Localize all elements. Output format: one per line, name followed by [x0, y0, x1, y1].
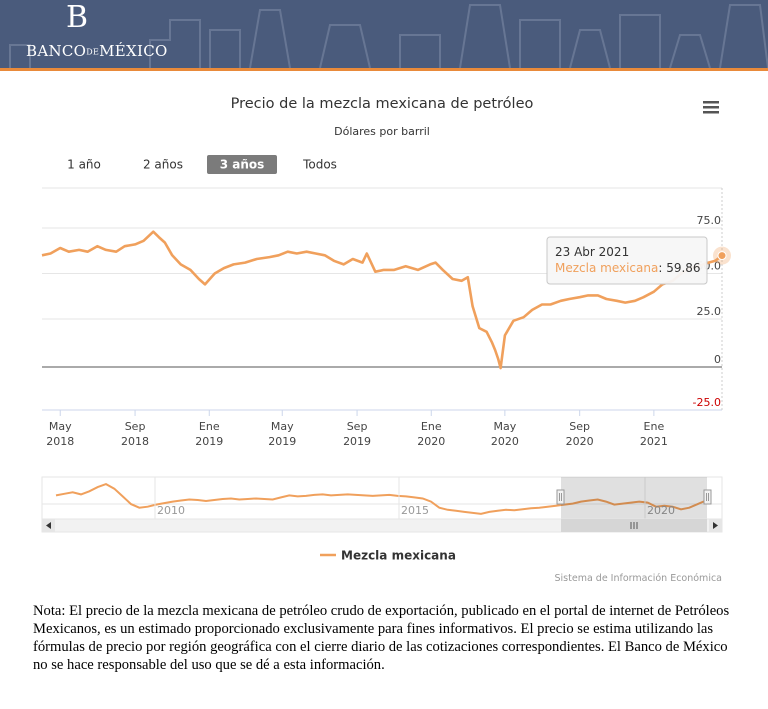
chart-credits[interactable]: Sistema de Información Económica: [555, 573, 723, 584]
x-tick-month: May: [271, 420, 294, 433]
range-button-3[interactable]: Todos: [292, 155, 348, 174]
range-button-1[interactable]: 2 años: [132, 155, 194, 174]
navigator-handle-left[interactable]: [556, 489, 565, 505]
disclaimer-note: Nota: El precio de la mezcla mexicana de…: [33, 603, 730, 673]
tooltip: 23 Abr 2021 Mezcla mexicana: 59.86: [546, 236, 708, 285]
header-accent-line: [0, 68, 768, 71]
x-tick-month: Sep: [569, 420, 590, 433]
x-tick-month: May: [493, 420, 516, 433]
range-button-bg: [207, 155, 277, 174]
scroll-left-arrow-icon[interactable]: [42, 519, 55, 532]
scrollbar-grip-icon: [630, 522, 638, 529]
hamburger-menu-icon[interactable]: [700, 98, 722, 118]
tooltip-box: [546, 236, 708, 285]
y-tick-label: 75.0: [697, 214, 722, 227]
tooltip-value: 59.86: [666, 261, 700, 275]
range-button-bg: [60, 155, 108, 174]
legend-item-mezcla-mexicana[interactable]: Mezcla mexicana: [341, 549, 456, 563]
x-tick-month: Ene: [199, 420, 220, 433]
x-tick-month: Sep: [347, 420, 368, 433]
chart-gridlines: [42, 187, 722, 411]
range-button-2[interactable]: 3 años: [207, 155, 277, 174]
range-selector: 1 año 2 años 3 años Todos: [60, 155, 348, 174]
range-button-bg: [292, 155, 348, 174]
x-tick-month: Ene: [644, 420, 665, 433]
navigator-series-line: [55, 483, 707, 515]
x-tick-year: 2019: [343, 435, 371, 448]
y-axis-labels: 75.050.025.00-25.0: [693, 214, 721, 409]
logo-word-mexico: MÉXICO: [99, 42, 168, 60]
navigator-labels: 2010 2015 2020: [154, 477, 675, 519]
logo-word-banco: BANCO: [26, 42, 87, 60]
x-tick-month: May: [49, 420, 72, 433]
scroll-right-arrow-icon[interactable]: [709, 519, 722, 532]
range-button-label: 2 años: [143, 158, 183, 172]
x-axis: May 2018 Sep 2018 Ene 2019 May 2019 Sep 2019 Ene 20…: [42, 409, 722, 448]
navigator-year-label: 2015: [401, 504, 429, 517]
x-tick-year: 2020: [566, 435, 594, 448]
oil-price-chart: Precio de la mezcla mexicana de petróleo…: [41, 96, 731, 584]
range-button-bg: [132, 155, 194, 174]
x-tick-year: 2021: [640, 435, 668, 448]
tooltip-colon: :: [658, 261, 666, 275]
chart-title: Precio de la mezcla mexicana de petróleo: [231, 96, 534, 112]
x-tick-month: Sep: [125, 420, 146, 433]
series-line-mezcla-mexicana[interactable]: [41, 230, 723, 370]
legend[interactable]: Mezcla mexicana: [320, 549, 456, 563]
navigator-year-label: 2010: [157, 504, 185, 517]
range-button-label: Todos: [302, 158, 337, 172]
banxico-logo-icon: B: [66, 0, 89, 35]
navigator-handle-right[interactable]: [703, 489, 712, 505]
logo-word-de: DE: [86, 47, 100, 57]
navigator[interactable]: 2010 2015 2020: [41, 476, 723, 533]
x-tick-year: 2020: [491, 435, 519, 448]
y-tick-label: 0: [714, 353, 721, 366]
x-tick-month: Ene: [421, 420, 442, 433]
chart-subtitle: Dólares por barril: [334, 125, 430, 138]
y-tick-label: 25.0: [697, 305, 722, 318]
range-button-0[interactable]: 1 año: [60, 155, 108, 174]
navigator-year-label: 2020: [647, 504, 675, 517]
tooltip-series-name: Mezcla mexicana: [555, 261, 658, 275]
x-tick-year: 2019: [195, 435, 223, 448]
x-tick-year: 2020: [417, 435, 445, 448]
x-tick-year: 2019: [268, 435, 296, 448]
range-button-label: 1 año: [67, 158, 101, 172]
banner-decoration: [9, 4, 768, 68]
tooltip-date: 23 Abr 2021: [555, 245, 629, 259]
x-tick-year: 2018: [46, 435, 74, 448]
tooltip-value-line: Mezcla mexicana: 59.86: [555, 261, 701, 275]
range-button-label: 3 años: [220, 158, 265, 172]
header-banner: B BANCODEMÉXICO: [0, 0, 768, 68]
x-tick-year: 2018: [121, 435, 149, 448]
hover-point: [717, 251, 727, 261]
hover-point-marker: [713, 246, 731, 265]
banxico-logo-text: BANCODEMÉXICO: [26, 42, 168, 60]
navigator-selection-shade: [561, 477, 707, 519]
y-tick-label: -25.0: [693, 396, 721, 409]
